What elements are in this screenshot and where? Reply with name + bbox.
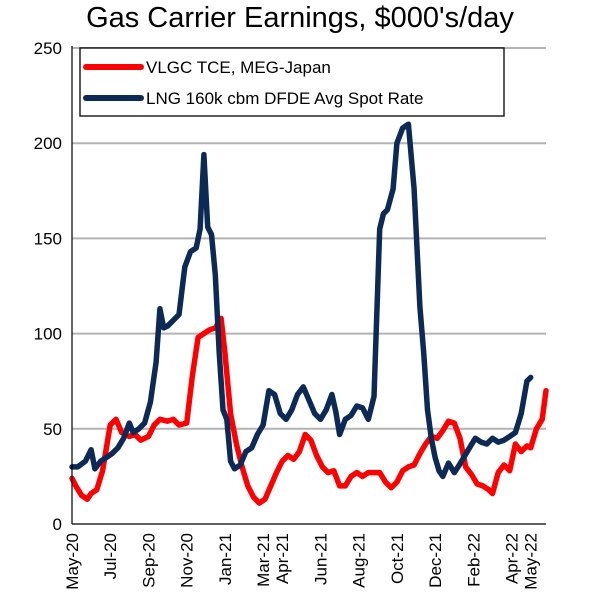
legend-label: LNG 160k cbm DFDE Avg Spot Rate <box>146 89 423 108</box>
x-tick-label: Sep-20 <box>139 533 158 588</box>
y-tick-label: 50 <box>43 420 62 439</box>
x-tick-label: Dec-21 <box>426 533 445 588</box>
x-tick-label: May-22 <box>522 533 541 590</box>
legend-label: VLGC TCE, MEG-Japan <box>146 58 331 77</box>
axes: 0 50 100 150 200 250 May-20 Jul-20 Sep-20 Nov-20 J… <box>34 39 546 590</box>
series-lines <box>69 121 549 506</box>
x-tick-label: Jul-20 <box>101 533 120 579</box>
x-tick-label: Feb-22 <box>464 533 483 587</box>
x-tick-label: Nov-20 <box>178 533 197 588</box>
x-tick-label: Oct-21 <box>388 533 407 584</box>
legend: VLGC TCE, MEG-Japan LNG 160k cbm DFDE Avg… <box>79 47 505 117</box>
x-tick-label: Apr-22 <box>503 533 522 584</box>
y-tick-label: 200 <box>34 134 62 153</box>
y-tick-label: 100 <box>34 325 62 344</box>
y-tick-label: 0 <box>53 515 62 534</box>
legend-box <box>79 47 505 117</box>
chart-title: Gas Carrier Earnings, $000's/day <box>86 2 514 34</box>
x-tick-label: May-20 <box>63 533 82 590</box>
x-tick-label: Apr-21 <box>273 533 292 584</box>
series-line-vlgc <box>69 315 549 506</box>
y-tick-label: 150 <box>34 229 62 248</box>
y-tick-label: 250 <box>34 39 62 58</box>
series-line-lng <box>69 121 534 480</box>
x-tick-label: Jun-21 <box>311 533 330 585</box>
x-tick-label: Mar-21 <box>254 533 273 587</box>
x-tick-label: Jan-21 <box>216 533 235 585</box>
x-tick-label: Aug-21 <box>350 533 369 588</box>
